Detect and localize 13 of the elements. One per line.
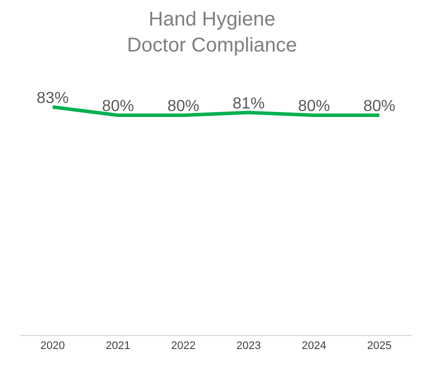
x-tick-label: 2023 (236, 340, 261, 352)
x-tick-label: 2024 (302, 340, 326, 352)
data-label: 80% (298, 98, 330, 116)
data-label: 80% (102, 98, 134, 116)
x-tick-label: 2021 (106, 340, 130, 352)
data-label: 80% (363, 98, 396, 116)
data-label: 83% (36, 90, 69, 107)
x-tick-label: 2020 (40, 340, 65, 352)
data-label: 80% (167, 98, 200, 116)
x-tick-label: 2025 (367, 340, 392, 352)
chart-title: Hand Hygiene Doctor Compliance (126, 8, 298, 57)
data-label: 81% (232, 95, 265, 112)
x-tick-label: 2022 (171, 340, 196, 352)
